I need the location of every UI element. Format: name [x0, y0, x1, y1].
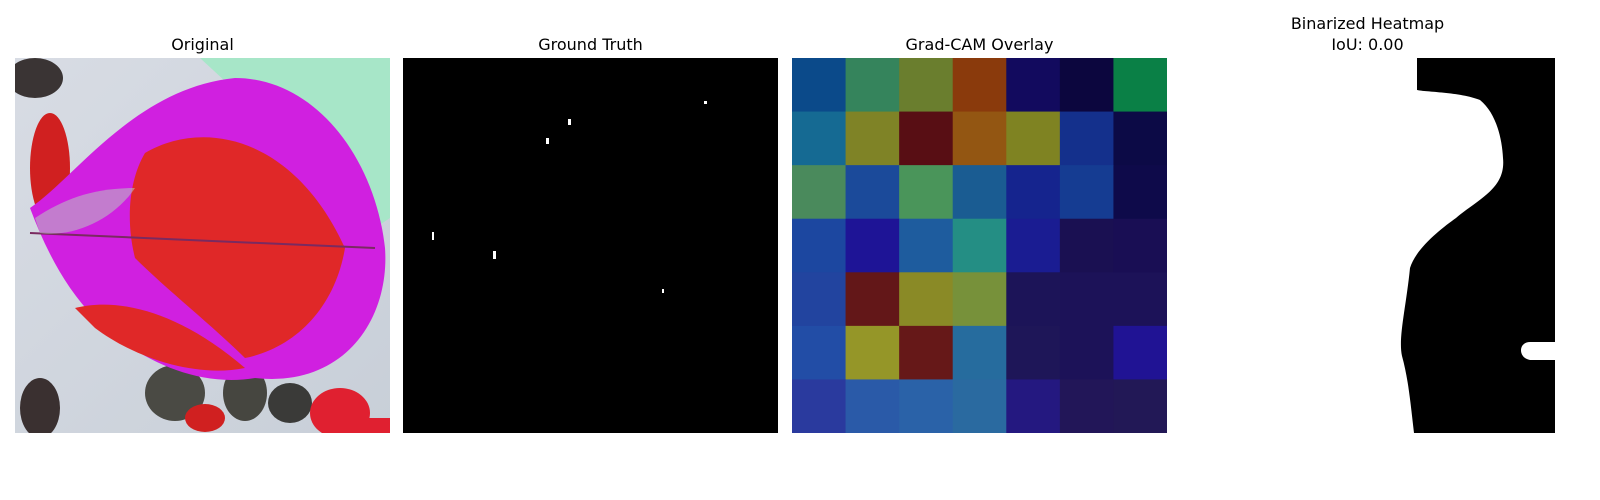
gradcam-grid	[792, 58, 1167, 433]
heatmap-cell	[952, 111, 1007, 166]
heatmap-cell	[1059, 218, 1114, 273]
heatmap-cell	[952, 379, 1007, 433]
heatmap-cell	[792, 379, 847, 433]
heatmap-cell	[1113, 379, 1167, 433]
heatmap-cell	[952, 218, 1007, 273]
heatmap-cell	[1113, 218, 1167, 273]
panel-ground-truth: Ground Truth	[403, 30, 778, 435]
heatmap-cell	[1006, 325, 1061, 380]
heatmap-cell	[899, 218, 954, 273]
panel-title: Binarized Heatmap	[1290, 14, 1445, 33]
heatmap-cell	[1113, 325, 1167, 380]
heatmap-cell	[952, 325, 1007, 380]
iou-score: IoU: 0.00	[1331, 35, 1404, 54]
heatmap-cell	[952, 165, 1007, 220]
heatmap-cell	[792, 272, 847, 327]
heatmap-cell	[1006, 272, 1061, 327]
panel-title: Grad-CAM Overlay	[905, 35, 1054, 54]
binarized-heatmap-image	[1180, 58, 1555, 433]
heatmap-cell	[1113, 165, 1167, 220]
heatmap-cell	[952, 272, 1007, 327]
heatmap-cell	[1059, 58, 1114, 113]
heatmap-cell	[845, 325, 900, 380]
heatmap-cell	[1059, 379, 1114, 433]
heatmap-cell	[845, 111, 900, 166]
heatmap-cell	[1113, 58, 1167, 113]
heatmap-cell	[1059, 325, 1114, 380]
heatmap-cell	[792, 218, 847, 273]
heatmap-cell	[845, 272, 900, 327]
original-leaf-image	[15, 58, 390, 433]
heatmap-cell	[1113, 111, 1167, 166]
mask-svg	[432, 101, 707, 293]
heatmap-cell	[952, 58, 1007, 113]
heatmap-cell	[792, 165, 847, 220]
heatmap-cell	[899, 379, 954, 433]
gradcam-heatmap	[792, 58, 1167, 433]
panel-binarized-heatmap: Binarized Heatmap IoU: 0.00	[1180, 10, 1555, 435]
panel-gradcam-overlay: Grad-CAM Overlay	[792, 30, 1167, 435]
heatmap-cell	[1006, 58, 1061, 113]
ground-truth-mask	[403, 58, 778, 433]
heatmap-cell	[1006, 165, 1061, 220]
panel-title: Ground Truth	[538, 35, 643, 54]
binarized-mask-svg	[1400, 58, 1555, 433]
heatmap-cell	[1113, 272, 1167, 327]
heatmap-cell	[899, 111, 954, 166]
heatmap-cell	[792, 58, 847, 113]
heatmap-cell	[1059, 111, 1114, 166]
heatmap-cell	[899, 272, 954, 327]
panel-title: Original	[171, 35, 234, 54]
heatmap-cell	[1006, 379, 1061, 433]
heatmap-cell	[1059, 165, 1114, 220]
panel-original: Original	[15, 30, 390, 435]
heatmap-cell	[1006, 218, 1061, 273]
heatmap-cell	[792, 325, 847, 380]
heatmap-cell	[899, 325, 954, 380]
leaf-image-svg	[15, 58, 390, 433]
heatmap-cell	[899, 165, 954, 220]
heatmap-cell	[792, 111, 847, 166]
heatmap-cell	[845, 379, 900, 433]
heatmap-cell	[1059, 272, 1114, 327]
heatmap-cell	[845, 218, 900, 273]
heatmap-cell	[845, 58, 900, 113]
heatmap-cell	[899, 58, 954, 113]
heatmap-cell	[1006, 111, 1061, 166]
heatmap-cell	[845, 165, 900, 220]
